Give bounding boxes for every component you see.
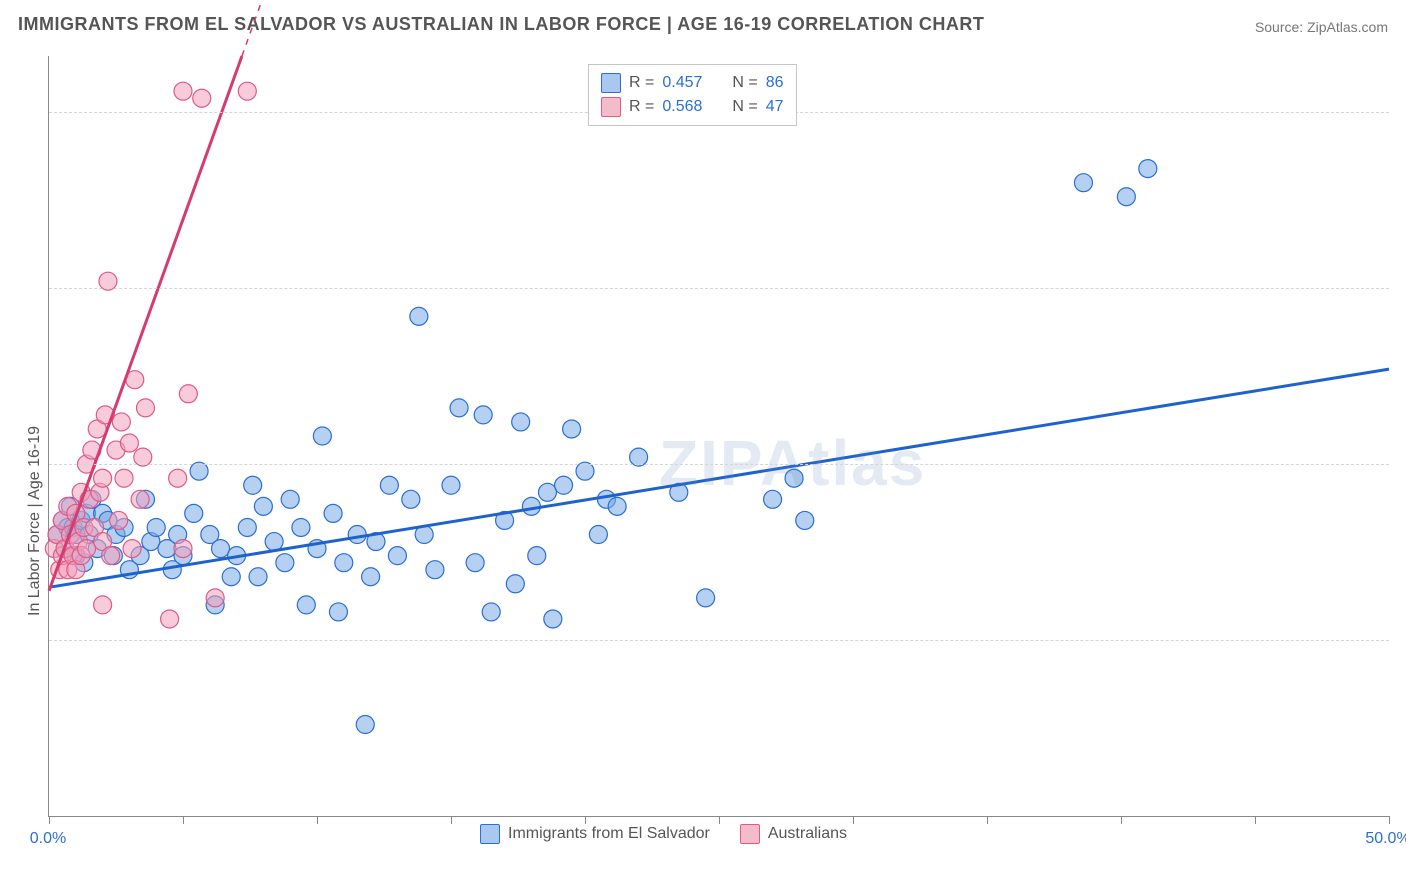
scatter-point (78, 540, 96, 558)
scatter-point (313, 427, 331, 445)
scatter-point (608, 497, 626, 515)
scatter-point (265, 533, 283, 551)
scatter-point (169, 469, 187, 487)
scatter-point (388, 547, 406, 565)
x-tick-label: 50.0% (1365, 830, 1406, 848)
x-tick (987, 816, 988, 824)
legend-series-item: Immigrants from El Salvador (480, 824, 710, 844)
scatter-point (362, 568, 380, 586)
scatter-point (764, 490, 782, 508)
trend-line (49, 56, 242, 591)
scatter-point (538, 483, 556, 501)
scatter-point (474, 406, 492, 424)
series-legend: Immigrants from El Salvador Australians (480, 824, 847, 844)
scatter-point (697, 589, 715, 607)
x-tick (1255, 816, 1256, 824)
scatter-point (212, 540, 230, 558)
scatter-point (185, 504, 203, 522)
scatter-point (115, 469, 133, 487)
scatter-point (563, 420, 581, 438)
scatter-point (589, 526, 607, 544)
scatter-point (120, 434, 138, 452)
scatter-point (193, 89, 211, 107)
scatter-point (528, 547, 546, 565)
source-credit: Source: ZipAtlas.com (1255, 19, 1388, 35)
scatter-point (94, 596, 112, 614)
scatter-point (292, 518, 310, 536)
scatter-point (174, 82, 192, 100)
legend-correlation-row: R = 0.568N = 47 (601, 95, 784, 119)
legend-swatch (740, 824, 760, 844)
x-tick (317, 816, 318, 824)
scatter-point (179, 385, 197, 403)
x-tick (1121, 816, 1122, 824)
scatter-point (206, 589, 224, 607)
scatter-point (112, 413, 130, 431)
scatter-point (222, 568, 240, 586)
legend-swatch (601, 97, 621, 117)
scatter-point (1117, 188, 1135, 206)
scatter-point (94, 469, 112, 487)
legend-swatch (601, 73, 621, 93)
scatter-point (796, 511, 814, 529)
scatter-point (238, 518, 256, 536)
scatter-point (1139, 160, 1157, 178)
y-axis-label: In Labor Force | Age 16-19 (26, 426, 44, 616)
scatter-point (147, 518, 165, 536)
scatter-point (512, 413, 530, 431)
x-tick (853, 816, 854, 824)
scatter-point (1074, 174, 1092, 192)
scatter-point (380, 476, 398, 494)
scatter-layer (49, 56, 1389, 816)
scatter-point (402, 490, 420, 508)
scatter-point (506, 575, 524, 593)
legend-series-item: Australians (740, 824, 847, 844)
scatter-point (450, 399, 468, 417)
scatter-point (244, 476, 262, 494)
scatter-point (297, 596, 315, 614)
scatter-point (785, 469, 803, 487)
scatter-point (136, 399, 154, 417)
x-tick (49, 816, 50, 824)
scatter-point (329, 603, 347, 621)
scatter-point (544, 610, 562, 628)
x-tick (1389, 816, 1390, 824)
scatter-point (335, 554, 353, 572)
x-tick-label: 0.0% (30, 830, 66, 848)
scatter-point (466, 554, 484, 572)
legend-swatch (480, 824, 500, 844)
scatter-point (555, 476, 573, 494)
chart-title: IMMIGRANTS FROM EL SALVADOR VS AUSTRALIA… (18, 14, 984, 35)
x-tick (183, 816, 184, 824)
scatter-point (482, 603, 500, 621)
scatter-point (110, 511, 128, 529)
scatter-point (131, 490, 149, 508)
y-gridline (49, 288, 1389, 289)
correlation-legend: R = 0.457N = 86R = 0.568N = 47 (588, 64, 797, 126)
scatter-point (356, 716, 374, 734)
scatter-point (174, 540, 192, 558)
scatter-point (238, 82, 256, 100)
legend-correlation-row: R = 0.457N = 86 (601, 71, 784, 95)
scatter-point (426, 561, 444, 579)
scatter-point (254, 497, 272, 515)
scatter-point (281, 490, 299, 508)
scatter-point (348, 526, 366, 544)
scatter-point (410, 307, 428, 325)
scatter-point (102, 547, 120, 565)
scatter-point (276, 554, 294, 572)
chart-container: In Labor Force | Age 16-19 ZIPAtlas R = … (48, 56, 1388, 816)
x-tick (719, 816, 720, 824)
y-gridline (49, 640, 1389, 641)
scatter-point (249, 568, 267, 586)
scatter-point (442, 476, 460, 494)
y-gridline (49, 464, 1389, 465)
x-tick (585, 816, 586, 824)
scatter-point (161, 610, 179, 628)
scatter-point (123, 540, 141, 558)
plot-area: ZIPAtlas (48, 56, 1389, 817)
x-tick (451, 816, 452, 824)
scatter-point (324, 504, 342, 522)
